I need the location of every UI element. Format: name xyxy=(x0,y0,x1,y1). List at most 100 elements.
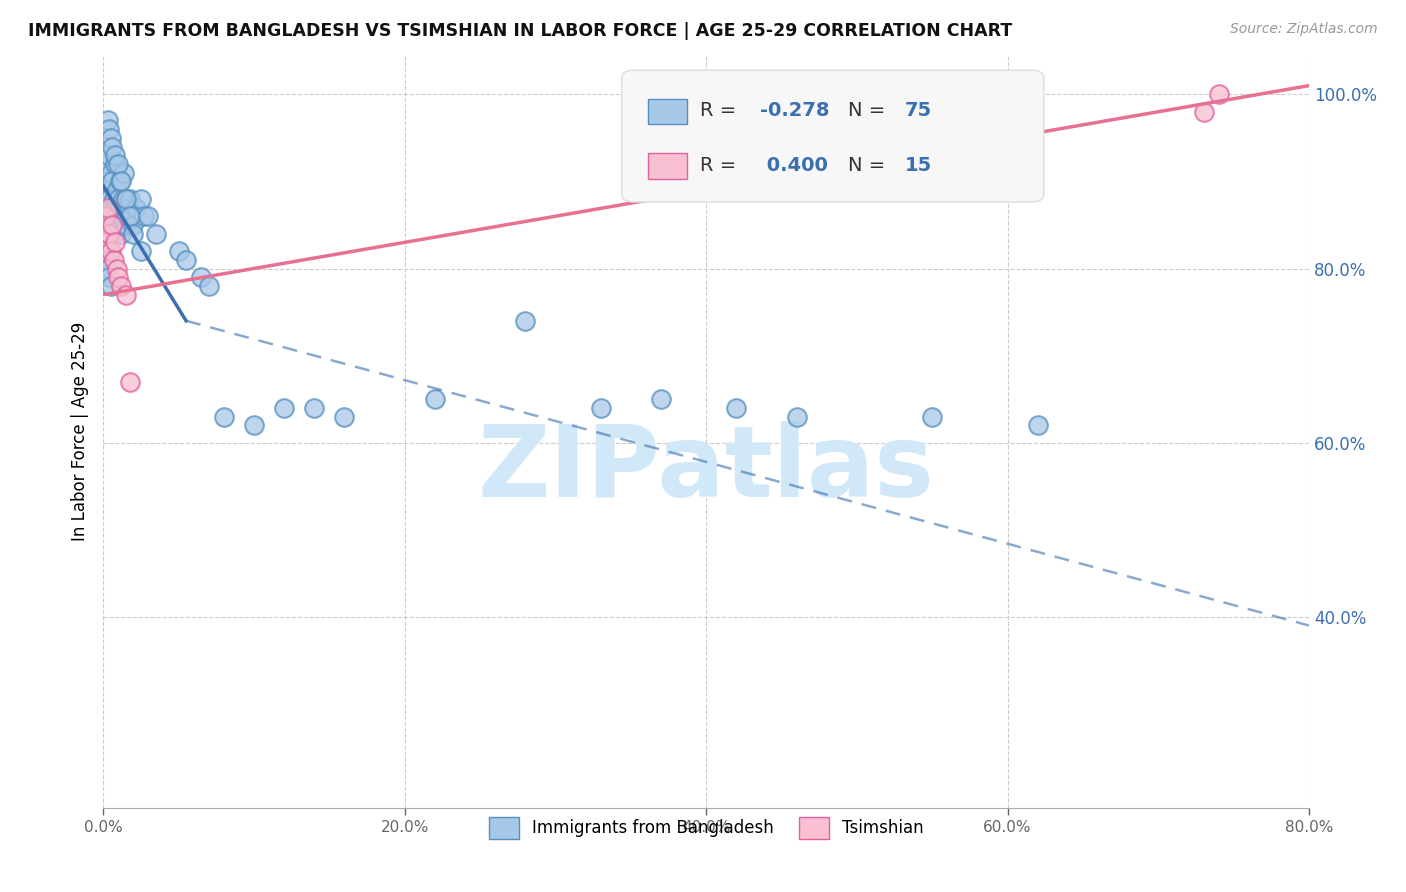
Point xyxy=(100,166,122,180)
Point xyxy=(114,287,136,301)
Point xyxy=(118,201,141,215)
Point xyxy=(94,157,117,171)
Point xyxy=(97,261,120,276)
Point xyxy=(103,252,125,267)
Point xyxy=(333,409,356,424)
Point xyxy=(93,166,115,180)
Point xyxy=(100,279,122,293)
Point xyxy=(145,227,167,241)
Point xyxy=(197,279,219,293)
Point xyxy=(101,218,124,232)
Text: IMMIGRANTS FROM BANGLADESH VS TSIMSHIAN IN LABOR FORCE | AGE 25-29 CORRELATION C: IMMIGRANTS FROM BANGLADESH VS TSIMSHIAN … xyxy=(28,22,1012,40)
Point xyxy=(107,270,129,285)
Text: R =: R = xyxy=(700,102,742,120)
Point xyxy=(100,201,122,215)
Point xyxy=(129,192,152,206)
Point xyxy=(110,209,132,223)
Point xyxy=(786,409,808,424)
Point xyxy=(121,209,143,223)
Text: Source: ZipAtlas.com: Source: ZipAtlas.com xyxy=(1230,22,1378,37)
Point xyxy=(98,270,121,285)
Point xyxy=(117,209,139,223)
Point xyxy=(108,201,131,215)
Text: 75: 75 xyxy=(905,102,932,120)
Bar xyxy=(648,153,686,178)
Text: N =: N = xyxy=(848,102,891,120)
Point xyxy=(122,218,145,232)
Point xyxy=(1026,418,1049,433)
Point xyxy=(114,218,136,232)
Text: 0.400: 0.400 xyxy=(761,155,828,175)
Point xyxy=(103,227,125,241)
Point xyxy=(97,209,120,223)
Point xyxy=(921,409,943,424)
Text: -0.278: -0.278 xyxy=(761,102,830,120)
Point xyxy=(111,192,134,206)
Text: N =: N = xyxy=(848,155,891,175)
Point xyxy=(98,192,121,206)
Text: 15: 15 xyxy=(905,155,932,175)
Point xyxy=(98,227,121,241)
Point xyxy=(103,192,125,206)
Point xyxy=(212,409,235,424)
Point xyxy=(107,157,129,171)
Text: R =: R = xyxy=(700,155,742,175)
Point xyxy=(97,113,120,128)
Point xyxy=(167,244,190,258)
Point xyxy=(94,252,117,267)
Point xyxy=(120,209,142,223)
Point xyxy=(101,174,124,188)
Point xyxy=(589,401,612,415)
Point xyxy=(94,235,117,250)
Y-axis label: In Labor Force | Age 25-29: In Labor Force | Age 25-29 xyxy=(72,322,89,541)
Point xyxy=(174,252,197,267)
Point xyxy=(125,201,148,215)
Bar xyxy=(648,99,686,125)
Point xyxy=(98,122,121,136)
Point xyxy=(111,218,134,232)
Point xyxy=(112,166,135,180)
Point xyxy=(91,183,114,197)
Point xyxy=(104,235,127,250)
Point xyxy=(101,139,124,153)
Point xyxy=(120,375,142,389)
Point xyxy=(97,174,120,188)
Point xyxy=(110,227,132,241)
Point xyxy=(94,192,117,206)
Point xyxy=(110,174,132,188)
Point xyxy=(1208,87,1230,102)
FancyBboxPatch shape xyxy=(621,70,1043,202)
Point xyxy=(98,218,121,232)
Point xyxy=(105,183,128,197)
Point xyxy=(129,244,152,258)
Point xyxy=(1192,104,1215,119)
Point xyxy=(104,157,127,171)
Point xyxy=(515,314,537,328)
Point xyxy=(93,201,115,215)
Point xyxy=(114,192,136,206)
Point xyxy=(101,209,124,223)
Point xyxy=(97,148,120,162)
Point xyxy=(650,392,672,406)
Point xyxy=(132,209,155,223)
Point xyxy=(105,261,128,276)
Point xyxy=(93,244,115,258)
Legend: Immigrants from Bangladesh, Tsimshian: Immigrants from Bangladesh, Tsimshian xyxy=(482,811,931,846)
Point xyxy=(93,209,115,223)
Point xyxy=(107,192,129,206)
Point xyxy=(112,201,135,215)
Point xyxy=(423,392,446,406)
Point xyxy=(120,192,142,206)
Point xyxy=(97,201,120,215)
Point xyxy=(138,209,160,223)
Point xyxy=(190,270,212,285)
Point xyxy=(104,148,127,162)
Point xyxy=(100,244,122,258)
Point xyxy=(107,218,129,232)
Point xyxy=(110,279,132,293)
Point xyxy=(273,401,295,415)
Point xyxy=(114,192,136,206)
Text: ZIPatlas: ZIPatlas xyxy=(478,421,935,518)
Point xyxy=(302,401,325,415)
Point xyxy=(105,209,128,223)
